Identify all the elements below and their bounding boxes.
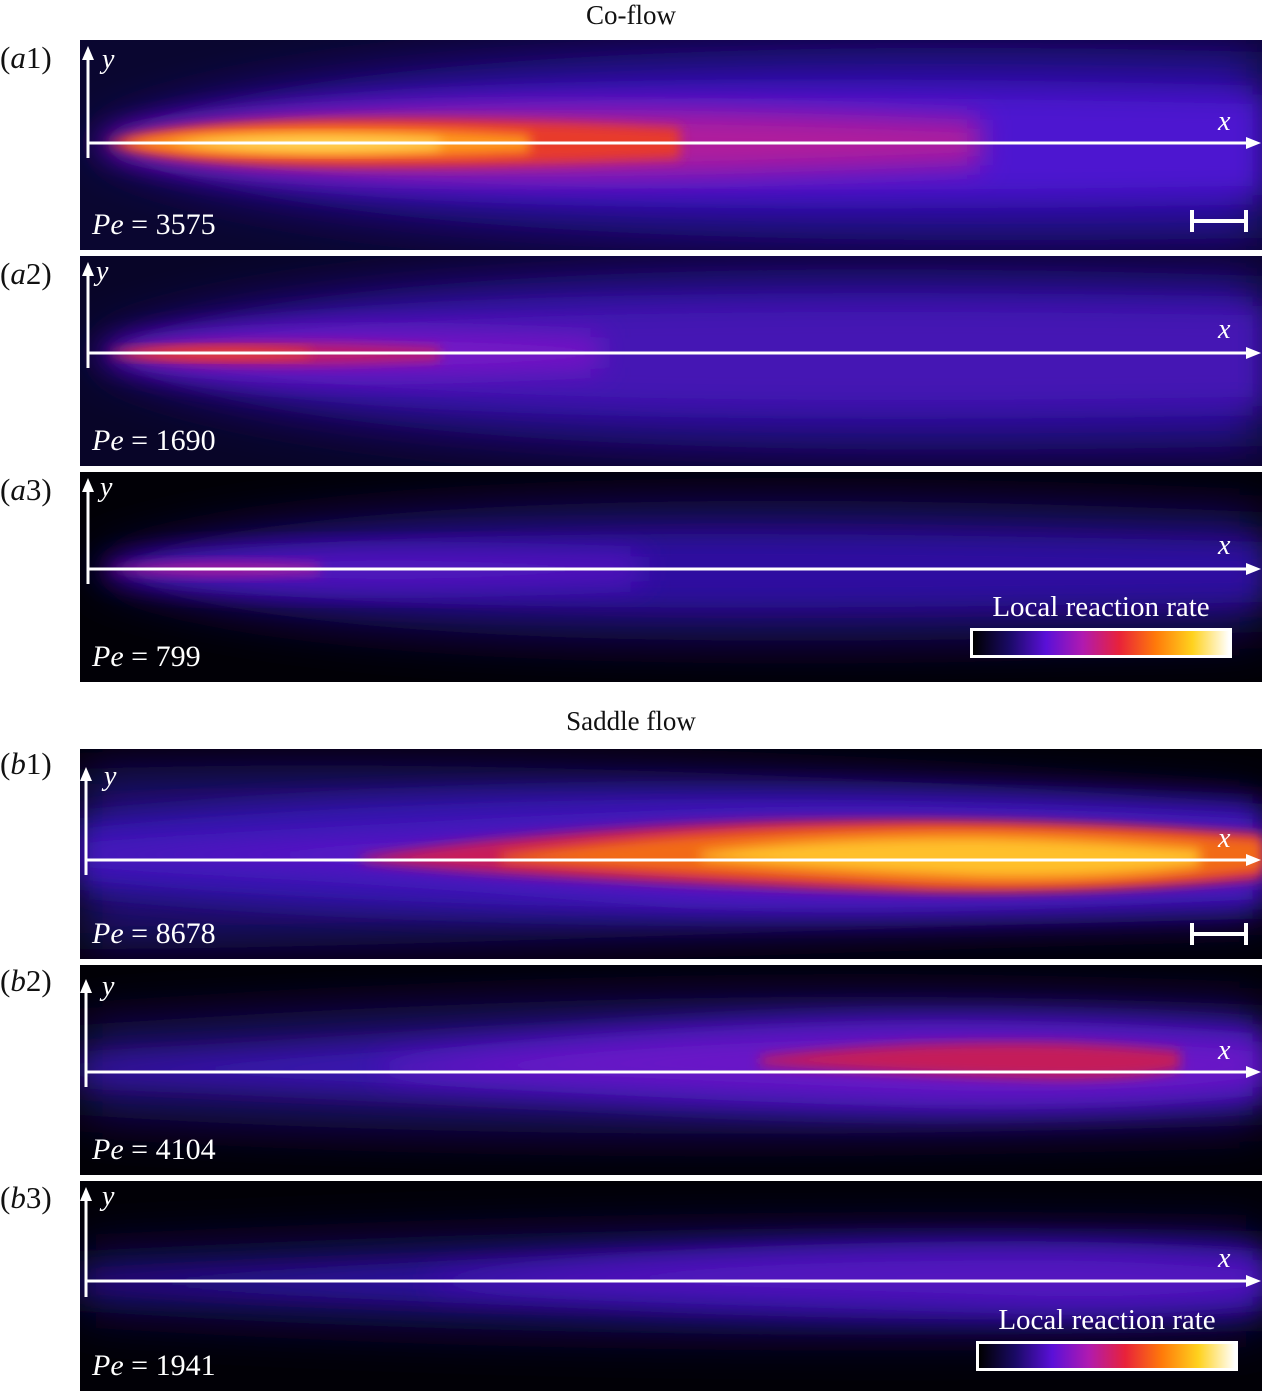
x-axis-label-b3: x — [1218, 1243, 1231, 1274]
x-axis-label-a3: x — [1218, 530, 1231, 561]
colorbar-title-a: Local reaction rate — [992, 591, 1210, 623]
flame-image-a1 — [80, 40, 1262, 250]
panel-label-a2: (a2) — [0, 256, 52, 291]
x-axis-label-a1: x — [1218, 106, 1231, 137]
flame-image-a2 — [80, 256, 1262, 466]
x-axis-label-b1: x — [1218, 823, 1231, 854]
saddle-flow-title: Saddle flow — [566, 706, 696, 736]
flame-image-b1 — [80, 749, 1262, 959]
y-axis-label-a3: y — [100, 472, 113, 503]
flame-image-a3 — [80, 472, 1262, 682]
pe-label-b3: Pe = 1941 — [92, 1349, 216, 1382]
panel-label-a1: (a1) — [0, 40, 52, 75]
y-axis-label-a1: y — [102, 44, 115, 75]
axes-a2 — [82, 262, 1261, 368]
colorbar-legend-a: Local reaction rate — [970, 590, 1232, 658]
x-axis-label-b2: x — [1218, 1035, 1231, 1066]
pe-label-b1: Pe = 8678 — [92, 917, 216, 950]
panel-a3: y x Pe = 799 Local reaction rate — [80, 472, 1262, 682]
panel-b1: y x Pe = 8678 — [80, 749, 1262, 959]
colorbar-legend-b: Local reaction rate — [976, 1303, 1238, 1371]
colorbar-b — [976, 1341, 1238, 1371]
panel-label-b2: (b2) — [0, 963, 52, 998]
panel-b3: y x Pe = 1941 Local reaction rate — [80, 1181, 1262, 1391]
panel-b2: y x Pe = 4104 — [80, 965, 1262, 1175]
colorbar-title-b: Local reaction rate — [998, 1304, 1216, 1336]
axes-a3 — [82, 478, 1261, 584]
scale-bar-b1 — [1190, 923, 1248, 945]
axes-b3 — [80, 1187, 1261, 1297]
panel-a2: y x Pe = 1690 — [80, 256, 1262, 466]
panel-a1: y x Pe = 3575 — [80, 40, 1262, 250]
panel-label-b3: (b3) — [0, 1180, 52, 1215]
axes-a1 — [82, 46, 1261, 158]
axes-b1 — [80, 767, 1261, 875]
pe-label-b2: Pe = 4104 — [92, 1133, 216, 1166]
pe-label-a2: Pe = 1690 — [92, 424, 216, 457]
y-axis-label-b2: y — [102, 971, 115, 1002]
colorbar-a — [970, 628, 1232, 658]
scale-bar-a1 — [1190, 210, 1248, 232]
x-axis-label-a2: x — [1218, 314, 1231, 345]
flame-image-b2 — [80, 965, 1262, 1175]
y-axis-label-a2: y — [96, 256, 109, 287]
panel-label-a3: (a3) — [0, 472, 52, 507]
y-axis-label-b3: y — [102, 1181, 115, 1212]
pe-label-a1: Pe = 3575 — [92, 208, 216, 241]
axes-b2 — [80, 979, 1261, 1087]
panel-label-b1: (b1) — [0, 746, 52, 781]
pe-label-a3: Pe = 799 — [92, 640, 201, 673]
coflow-title: Co-flow — [586, 0, 676, 30]
y-axis-label-b1: y — [104, 761, 117, 792]
